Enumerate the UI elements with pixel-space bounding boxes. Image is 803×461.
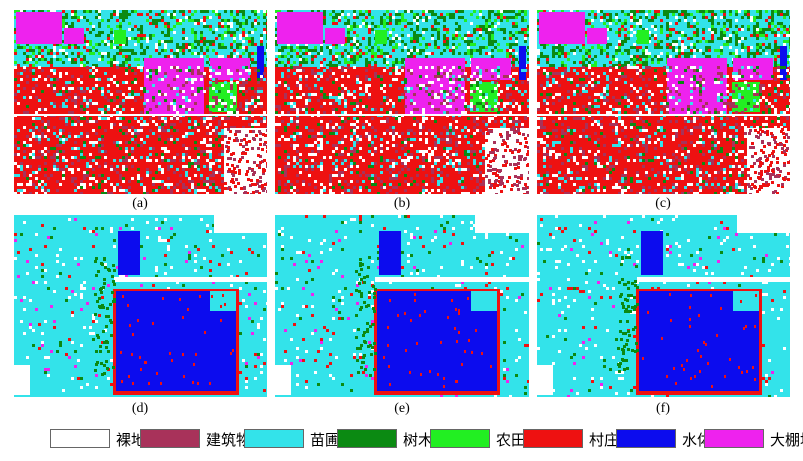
classification-map-c (537, 10, 790, 194)
legend-label-greenhouse: 大棚地 (770, 431, 803, 449)
legend-swatch-nursery (244, 429, 304, 448)
panel-label-a: (a) (132, 196, 148, 211)
classification-map-a (14, 10, 267, 194)
legend-swatch-bare-land (50, 429, 110, 448)
legend-swatch-water (616, 429, 676, 448)
legend-swatch-greenhouse (704, 429, 764, 448)
legend-label-village: 村庄 (589, 431, 620, 449)
legend-label-building: 建筑物 (206, 431, 252, 449)
classification-map-b (275, 10, 529, 194)
classification-map-f (537, 215, 790, 397)
legend-swatch-village (523, 429, 583, 448)
legend: 裸地 建筑物 苗圃 树木 农田 村庄 水体 大棚地 (50, 426, 803, 452)
panel-label-f: (f) (656, 401, 670, 416)
legend-swatch-building (140, 429, 200, 448)
panel-label-b: (b) (393, 196, 411, 211)
panel-label-d: (d) (131, 401, 149, 416)
legend-label-nursery: 苗圃 (310, 431, 341, 449)
legend-swatch-farmland (430, 429, 490, 448)
panel-label-c: (c) (655, 196, 671, 211)
legend-label-bare-land: 裸地 (116, 431, 147, 449)
legend-label-trees: 树木 (403, 431, 434, 449)
legend-label-farmland: 农田 (496, 431, 527, 449)
legend-swatch-trees (337, 429, 397, 448)
panel-label-e: (e) (394, 401, 410, 416)
classification-map-e (275, 215, 529, 397)
classification-map-d (14, 215, 267, 397)
